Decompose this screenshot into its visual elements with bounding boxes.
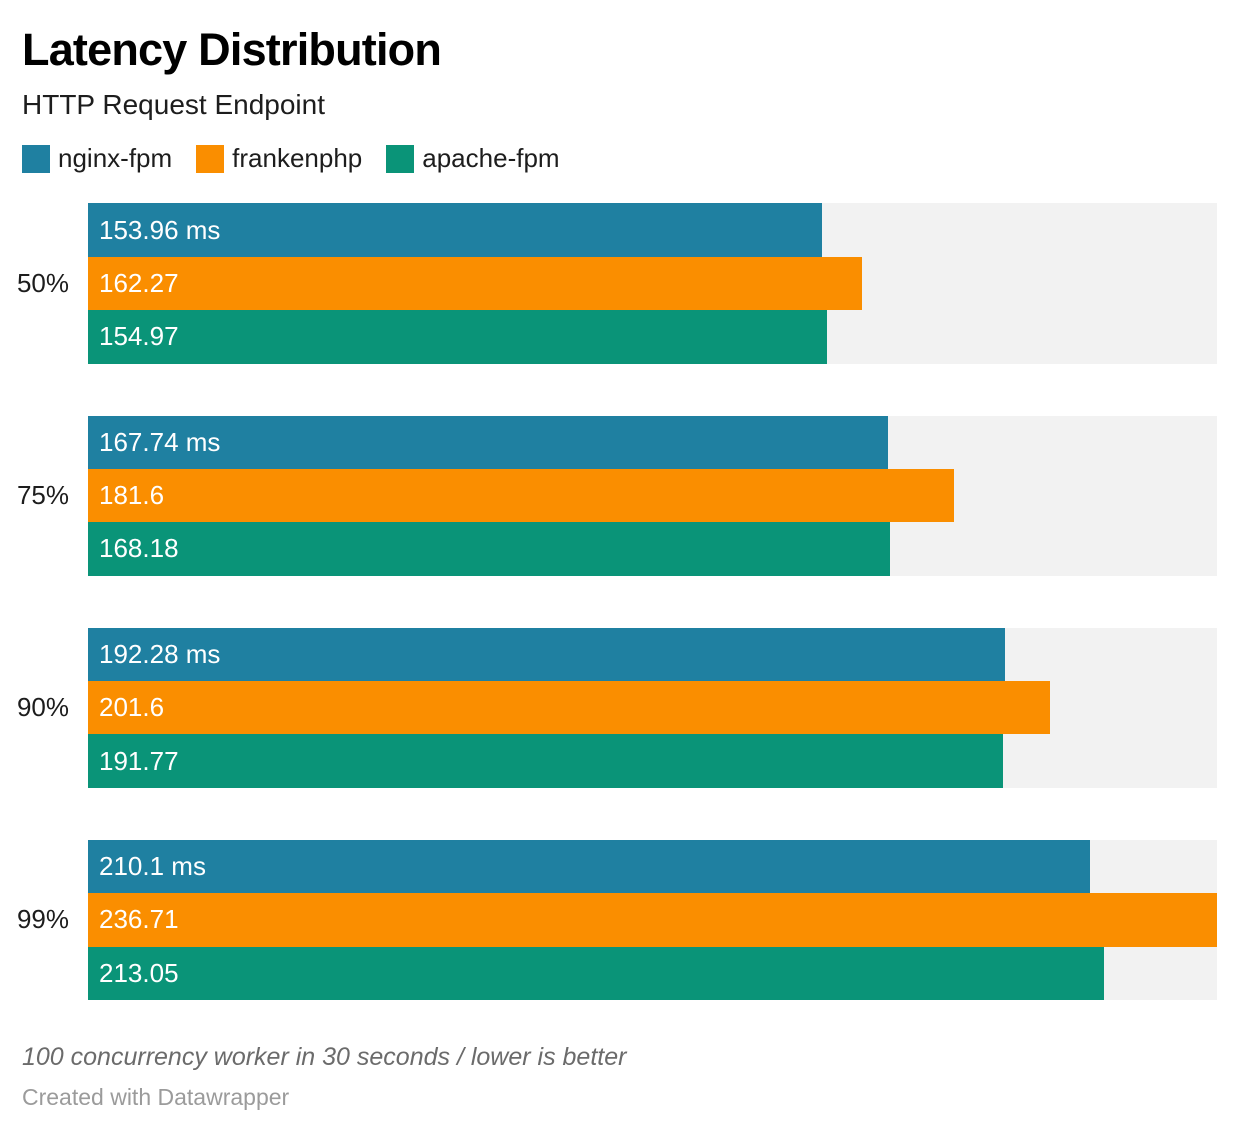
bar-track-75%: 167.74 ms 181.6 168.18 [88, 415, 1217, 576]
bar-value-label: 168.18 [99, 533, 179, 564]
legend-swatch-frankenphp [196, 144, 225, 173]
legend-swatch-nginx-fpm [22, 144, 50, 173]
category-label-75%: 75% [16, 480, 69, 511]
bar-value-label: 192.28 ms [99, 638, 221, 669]
bar-group-75%: 75% 167.74 ms 181.6 168.18 [16, 415, 1217, 576]
bar-track-50%: 153.96 ms 162.27 154.97 [88, 203, 1217, 364]
category-label-99%: 99% [16, 904, 69, 935]
bar-apache-fpm-99%: 213.05 [88, 946, 1105, 1001]
bar-value-label: 210.1 ms [99, 851, 206, 882]
bar-nginx-fpm-99%: 210.1 ms [88, 839, 1091, 894]
category-label-50%: 50% [16, 267, 69, 298]
legend-swatch-apache-fpm [386, 144, 415, 173]
legend-label-frankenphp: frankenphp [232, 143, 363, 174]
bar-chart: 50% 153.96 ms 162.27 154.97 75% 167.74 ms 181.… [16, 203, 1217, 1001]
bar-track-90%: 192.28 ms 201.6 191.77 [88, 627, 1217, 788]
bar-nginx-fpm-50%: 153.96 ms [88, 203, 823, 257]
bar-value-label: 167.74 ms [99, 426, 221, 457]
legend-item-frankenphp: frankenphp [196, 143, 362, 174]
bar-apache-fpm-75%: 168.18 [88, 522, 891, 576]
bar-frankenphp-90%: 201.6 [88, 681, 1050, 735]
bar-apache-fpm-50%: 154.97 [88, 310, 828, 364]
bar-value-label: 153.96 ms [99, 214, 221, 245]
bar-value-label: 213.05 [99, 957, 179, 988]
bar-group-50%: 50% 153.96 ms 162.27 154.97 [16, 203, 1217, 364]
bar-value-label: 162.27 [99, 267, 179, 298]
bar-value-label: 201.6 [99, 692, 165, 723]
category-label-90%: 90% [16, 692, 69, 723]
bar-apache-fpm-90%: 191.77 [88, 734, 1003, 788]
bar-nginx-fpm-75%: 167.74 ms [88, 415, 889, 469]
bar-group-99%: 99% 210.1 ms 236.71 213.05 [16, 839, 1217, 1001]
chart-title: Latency Distribution [22, 24, 442, 75]
legend: nginx-fpm frankenphp apache-fpm [22, 143, 1217, 174]
legend-label-apache-fpm: apache-fpm [422, 143, 560, 174]
legend-item-nginx-fpm: nginx-fpm [22, 143, 172, 174]
legend-item-apache-fpm: apache-fpm [386, 143, 560, 174]
datawrapper-credit: Created with Datawrapper [22, 1084, 290, 1111]
bar-frankenphp-99%: 236.71 [88, 893, 1217, 947]
bar-value-label: 191.77 [99, 745, 179, 776]
legend-label-nginx-fpm: nginx-fpm [58, 143, 173, 174]
bar-track-99%: 210.1 ms 236.71 213.05 [88, 839, 1217, 1001]
bar-group-90%: 90% 192.28 ms 201.6 191.77 [16, 627, 1217, 788]
bar-frankenphp-50%: 162.27 [88, 256, 862, 311]
bar-nginx-fpm-90%: 192.28 ms [88, 627, 1006, 682]
footer-note: 100 concurrency worker in 30 seconds / l… [22, 1043, 627, 1072]
chart-subtitle: HTTP Request Endpoint [22, 88, 325, 120]
bar-value-label: 154.97 [99, 321, 179, 352]
bar-value-label: 181.6 [99, 480, 165, 511]
bar-value-label: 236.71 [99, 904, 179, 935]
bar-frankenphp-75%: 181.6 [88, 468, 955, 523]
